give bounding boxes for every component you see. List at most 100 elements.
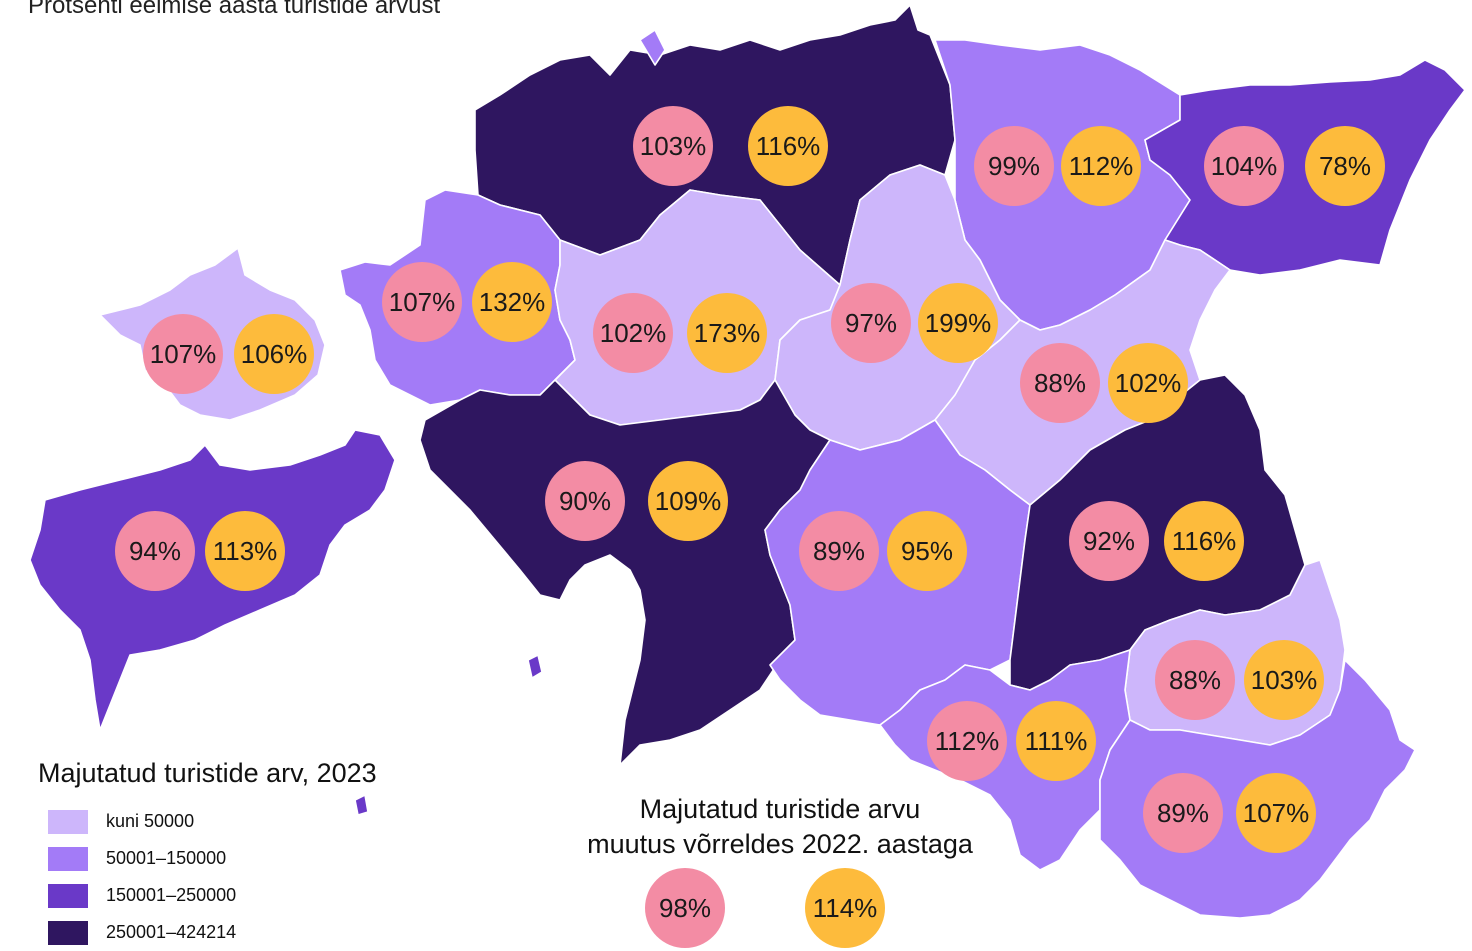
bubble-circle xyxy=(1236,773,1316,853)
bubble-label: 92% xyxy=(1083,526,1135,556)
bubble-circle xyxy=(748,106,828,186)
bubble-label: 88% xyxy=(1034,368,1086,398)
bubble-circle xyxy=(648,461,728,541)
county-saare[interactable] xyxy=(29,429,396,731)
bubble-circle xyxy=(633,106,713,186)
bubble-orange-hiiu: 106% xyxy=(234,314,314,394)
bubble-circle xyxy=(1164,501,1244,581)
legend-item: 50001–150000 xyxy=(38,840,377,877)
bubble-label: 94% xyxy=(129,536,181,566)
bubble-pink-hiiu: 107% xyxy=(143,314,223,394)
bubble-pink-jarva: 97% xyxy=(831,283,911,363)
bubble-label: 112% xyxy=(935,726,1000,756)
bubble-pink-laane-viru: 99% xyxy=(974,126,1054,206)
bubble-orange-laane: 132% xyxy=(472,262,552,342)
legend-label: kuni 50000 xyxy=(106,811,195,831)
bubble-circle xyxy=(1061,126,1141,206)
legend-item: 150001–250000 xyxy=(38,877,377,914)
bubble-label: 116% xyxy=(1172,526,1237,556)
bubble-label: 199% xyxy=(925,308,992,338)
bubble-label: 112% xyxy=(1069,151,1134,181)
bubble-orange-parnu: 109% xyxy=(648,461,728,541)
bubble-circle xyxy=(234,314,314,394)
bubble-label: 107% xyxy=(1243,798,1310,828)
bubble-pink-polva: 88% xyxy=(1155,640,1235,720)
bubble-label: 102% xyxy=(1115,368,1182,398)
bubble-label: 103% xyxy=(640,131,707,161)
bubble-pink-jogeva: 88% xyxy=(1020,343,1100,423)
bubble-circle xyxy=(382,262,462,342)
county-ida-viru[interactable] xyxy=(1144,59,1466,276)
bubble-circle xyxy=(927,701,1007,781)
legend-swatch xyxy=(48,809,88,834)
bubble-circle xyxy=(143,314,223,394)
bubble-label: 107% xyxy=(389,287,456,317)
bubble-circle xyxy=(1016,701,1096,781)
bubble-label: 107% xyxy=(150,339,217,369)
bubble-label: 106% xyxy=(241,339,308,369)
bubble-circle xyxy=(1155,640,1235,720)
county-parnu[interactable] xyxy=(419,374,831,766)
bubble-label: 89% xyxy=(813,536,865,566)
bubble-circle xyxy=(831,283,911,363)
bubble-pink-viljandi: 89% xyxy=(799,511,879,591)
bubble-label: 103% xyxy=(1251,665,1318,695)
bubble-pink-parnu: 90% xyxy=(545,461,625,541)
bubble-circle xyxy=(1143,773,1223,853)
bubble-circle xyxy=(1020,343,1100,423)
island-small-saare-west xyxy=(527,654,543,679)
bubble-label: 109% xyxy=(655,486,722,516)
bubble-label: 116% xyxy=(756,131,821,161)
bubble-circle xyxy=(205,511,285,591)
legend-change-title-line1: Majutatud turistide arvu xyxy=(639,794,921,824)
legend-swatch xyxy=(48,883,88,908)
bubble-pink-voru: 89% xyxy=(1143,773,1223,853)
legend-label: 50001–150000 xyxy=(106,848,227,868)
bubble-circle xyxy=(545,461,625,541)
bubble-circle xyxy=(799,511,879,591)
bubble-circle xyxy=(1069,501,1149,581)
bubble-pink-laane: 107% xyxy=(382,262,462,342)
bubble-orange-valga: 111% xyxy=(1016,701,1096,781)
bubble-pink-ida-viru: 104% xyxy=(1204,126,1284,206)
bubble-orange-rapla: 173% xyxy=(687,293,767,373)
bubble-orange-tartu: 116% xyxy=(1164,501,1244,581)
bubble-circle xyxy=(974,126,1054,206)
bubble-circle xyxy=(1204,126,1284,206)
bubble-pink-saare: 94% xyxy=(115,511,195,591)
bubble-pink-valga: 112% xyxy=(927,701,1007,781)
bubble-label: 132% xyxy=(479,287,546,317)
bubble-orange-jarva: 199% xyxy=(918,283,998,363)
bubble-orange-saare: 113% xyxy=(205,511,285,591)
bubble-orange-viljandi: 95% xyxy=(887,511,967,591)
legend-swatch xyxy=(48,920,88,945)
bubble-pink-harju: 103% xyxy=(633,106,713,186)
bubble-label: 99% xyxy=(988,151,1040,181)
bubble-label: 90% xyxy=(559,486,611,516)
bubble-circle xyxy=(1305,126,1385,206)
bubble-label: 88% xyxy=(1169,665,1221,695)
island-small-north-west xyxy=(639,29,666,66)
bubble-label: 78% xyxy=(1319,151,1371,181)
bubble-orange-ida-viru: 78% xyxy=(1305,126,1385,206)
bubble-circle xyxy=(472,262,552,342)
bubble-orange-laane-viru: 112% xyxy=(1061,126,1141,206)
legend-swatch xyxy=(48,846,88,871)
bubble-circle xyxy=(115,511,195,591)
bubble-label: 95% xyxy=(901,536,953,566)
legend-item: kuni 50000 xyxy=(38,803,377,840)
bubble-pink-tartu: 92% xyxy=(1069,501,1149,581)
bubble-circle xyxy=(687,293,767,373)
bubble-circle xyxy=(1108,343,1188,423)
legend-pink-bubble: 98% xyxy=(645,868,725,948)
bubble-circle xyxy=(1244,640,1324,720)
bubble-label: 111% xyxy=(1025,726,1088,756)
legend-count-title: Majutatud turistide arv, 2023 xyxy=(38,758,377,788)
estonia-map: 103% 116% 99% 112% 104% 78% 107% 106% 107% 132% 10… xyxy=(29,4,1466,919)
bubble-orange-polva: 103% xyxy=(1244,640,1324,720)
bubble-label: 104% xyxy=(1211,151,1278,181)
bubble-label: 173% xyxy=(694,318,761,348)
bubble-label: 89% xyxy=(1157,798,1209,828)
bubble-label: 113% xyxy=(213,536,278,566)
legend-orange-bubble: 114% xyxy=(805,868,885,948)
